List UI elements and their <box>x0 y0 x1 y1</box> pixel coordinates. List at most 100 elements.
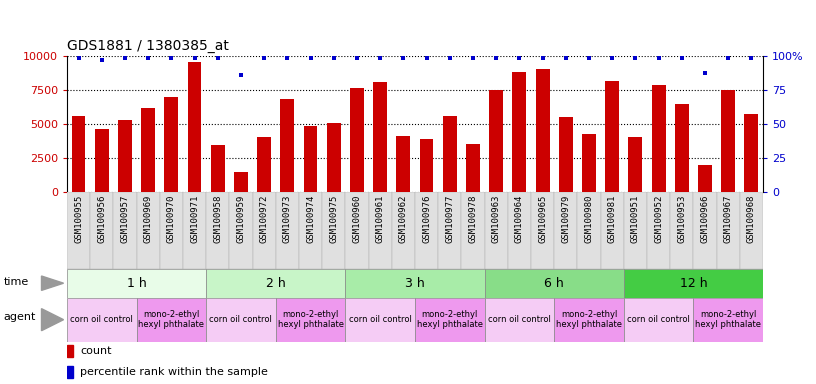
Text: GSM100979: GSM100979 <box>561 194 570 243</box>
Bar <box>141 108 155 192</box>
Bar <box>67 366 73 378</box>
Bar <box>160 192 183 269</box>
Text: corn oil control: corn oil control <box>210 315 273 324</box>
Bar <box>67 192 90 269</box>
Point <box>258 55 271 61</box>
Bar <box>438 192 461 269</box>
Bar <box>369 192 392 269</box>
Text: GSM100975: GSM100975 <box>329 194 338 243</box>
Bar <box>415 298 485 342</box>
Bar <box>466 144 480 192</box>
Bar <box>392 192 415 269</box>
Bar <box>740 192 763 269</box>
Bar <box>257 137 271 192</box>
Text: mono-2-ethyl
hexyl phthalate: mono-2-ethyl hexyl phthalate <box>277 310 344 329</box>
Bar <box>559 117 573 192</box>
Text: GSM100961: GSM100961 <box>375 194 384 243</box>
Bar <box>582 134 596 192</box>
Bar <box>554 298 623 342</box>
Text: time: time <box>3 277 29 287</box>
Bar <box>211 145 224 192</box>
Text: agent: agent <box>3 313 36 323</box>
Bar <box>95 129 109 192</box>
Bar <box>229 192 252 269</box>
Text: GSM100977: GSM100977 <box>446 194 455 243</box>
Bar <box>670 192 694 269</box>
Point <box>443 55 456 61</box>
Text: 3 h: 3 h <box>405 277 425 290</box>
Bar <box>113 192 136 269</box>
Bar <box>419 139 433 192</box>
Bar <box>373 82 387 192</box>
Text: corn oil control: corn oil control <box>70 315 133 324</box>
Text: GSM100966: GSM100966 <box>700 194 709 243</box>
Point <box>211 55 224 61</box>
Bar <box>206 192 229 269</box>
Bar <box>72 116 86 192</box>
Text: GSM100972: GSM100972 <box>259 194 268 243</box>
Bar <box>578 192 601 269</box>
Point <box>118 55 131 61</box>
Text: GSM100958: GSM100958 <box>213 194 222 243</box>
Text: GSM100955: GSM100955 <box>74 194 83 243</box>
Text: GSM100952: GSM100952 <box>654 194 663 243</box>
Point <box>605 55 619 61</box>
Bar <box>164 97 178 192</box>
Text: GSM100953: GSM100953 <box>677 194 686 243</box>
Text: GSM100978: GSM100978 <box>468 194 477 243</box>
Text: GSM100963: GSM100963 <box>492 194 501 243</box>
Bar <box>281 99 295 192</box>
Bar <box>206 269 345 298</box>
Point <box>165 55 178 61</box>
Bar <box>350 88 364 192</box>
Text: mono-2-ethyl
hexyl phthalate: mono-2-ethyl hexyl phthalate <box>417 310 483 329</box>
Bar <box>234 172 248 192</box>
Bar <box>345 269 485 298</box>
Bar <box>694 192 716 269</box>
Bar <box>415 192 438 269</box>
Point <box>490 55 503 61</box>
Point <box>234 72 247 78</box>
Bar <box>188 63 202 192</box>
Text: 12 h: 12 h <box>680 277 707 290</box>
Bar <box>276 192 299 269</box>
Point <box>675 55 688 61</box>
Point <box>629 55 642 61</box>
Bar <box>299 192 322 269</box>
Bar <box>623 192 647 269</box>
Point <box>374 55 387 61</box>
Point <box>95 57 109 63</box>
Bar <box>345 298 415 342</box>
Text: GSM100971: GSM100971 <box>190 194 199 243</box>
Bar <box>716 192 740 269</box>
Bar <box>485 298 554 342</box>
Bar <box>744 114 758 192</box>
Text: GSM100981: GSM100981 <box>608 194 617 243</box>
Point <box>327 55 340 61</box>
Bar <box>67 345 73 357</box>
Text: mono-2-ethyl
hexyl phthalate: mono-2-ethyl hexyl phthalate <box>695 310 761 329</box>
Bar <box>512 72 526 192</box>
Point <box>72 55 85 61</box>
Text: GSM100965: GSM100965 <box>538 194 547 243</box>
Point <box>420 55 433 61</box>
Bar <box>601 192 623 269</box>
Point <box>281 55 294 61</box>
Bar <box>485 269 623 298</box>
Point <box>350 55 363 61</box>
Bar <box>623 298 694 342</box>
Text: GSM100970: GSM100970 <box>166 194 175 243</box>
Text: GSM100974: GSM100974 <box>306 194 315 243</box>
Bar <box>326 123 341 192</box>
Polygon shape <box>42 309 64 331</box>
Point <box>583 55 596 61</box>
Text: GDS1881 / 1380385_at: GDS1881 / 1380385_at <box>67 39 228 53</box>
Bar <box>508 192 531 269</box>
Bar <box>67 269 206 298</box>
Bar <box>623 269 763 298</box>
Text: GSM100969: GSM100969 <box>144 194 153 243</box>
Bar <box>554 192 578 269</box>
Text: corn oil control: corn oil control <box>488 315 551 324</box>
Text: 6 h: 6 h <box>544 277 564 290</box>
Point <box>745 55 758 61</box>
